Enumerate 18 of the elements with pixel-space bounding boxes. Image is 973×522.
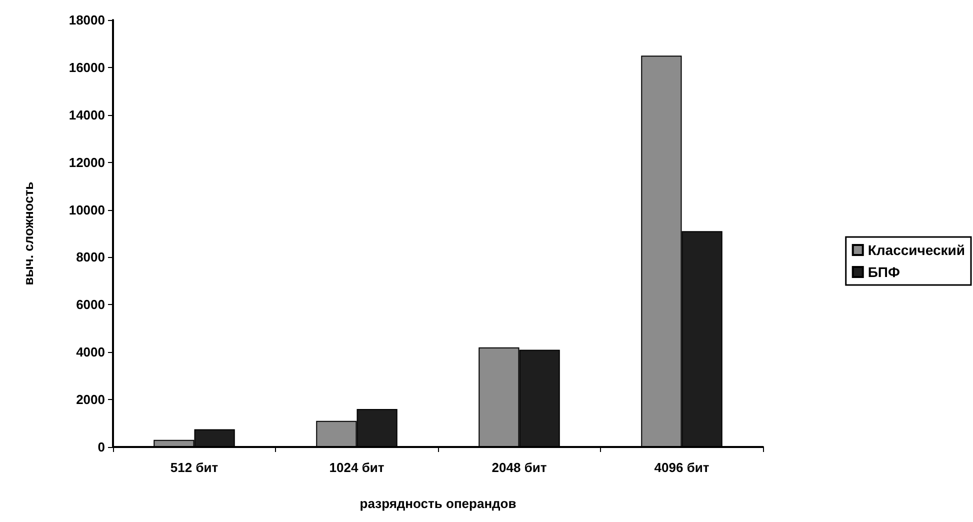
x-tick-label: 2048 бит [492, 460, 547, 475]
y-tick-label: 8000 [76, 250, 105, 265]
x-tick-label: 512 бит [170, 460, 218, 475]
y-tick-label: 2000 [76, 392, 105, 408]
y-tick-label: 18000 [68, 12, 105, 28]
x-tick-label: 1024 бит [329, 460, 384, 475]
y-axis-title: выч. сложность [21, 182, 36, 286]
y-tick-label: 0 [98, 440, 105, 454]
y-tick-label: 4000 [76, 344, 105, 360]
y-tick-label: 16000 [68, 60, 105, 75]
y-tick-label: 12000 [68, 154, 105, 170]
legend-label: БПФ [868, 264, 900, 280]
x-axis-title: разрядность операндов [360, 496, 516, 511]
y-tick-label: 10000 [68, 202, 105, 218]
legend-label: Классический [868, 242, 965, 258]
y-tick-label: 6000 [76, 297, 105, 312]
x-tick-label: 4096 бит [654, 460, 710, 475]
y-tick-label: 14000 [68, 107, 105, 122]
